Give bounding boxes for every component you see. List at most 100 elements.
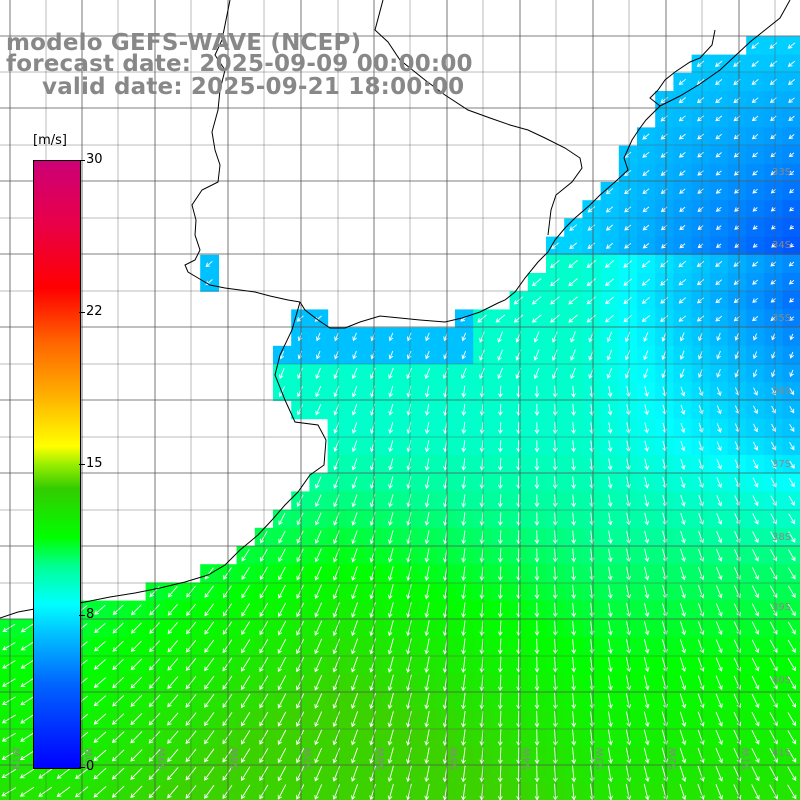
wind-arrow [369, 566, 376, 582]
wind-arrow [112, 695, 125, 707]
wind-arrow [111, 713, 125, 725]
wind-arrow [607, 657, 613, 673]
wind-arrow [586, 296, 596, 305]
wind-arrow [697, 693, 705, 709]
wind-arrow [607, 476, 613, 489]
wind-arrow [715, 693, 723, 709]
wind-arrow [314, 548, 322, 563]
wind-arrow [314, 729, 323, 746]
wind-arrow [788, 495, 795, 506]
wind-arrow [334, 350, 339, 360]
wind-arrow [789, 188, 794, 194]
wind-arrow [698, 386, 704, 397]
colorbar-tick-mark [79, 767, 85, 768]
wind-arrow [734, 351, 740, 360]
wind-arrow [351, 711, 359, 728]
wind-arrow [222, 603, 232, 617]
wind-arrow [679, 765, 687, 782]
wind-arrow [332, 638, 341, 655]
wind-arrow [568, 259, 578, 269]
wind-arrow [534, 620, 540, 636]
wind-arrow [697, 657, 705, 672]
wind-arrow [130, 604, 142, 616]
wind-arrow [697, 603, 705, 617]
wind-arrow [715, 675, 723, 691]
wind-arrow [751, 693, 760, 709]
wind-arrow [751, 261, 759, 267]
wind-arrow [351, 494, 358, 508]
wind-arrow [606, 368, 613, 379]
wind-arrow [644, 512, 650, 526]
wind-arrow [680, 404, 686, 415]
wind-arrow [552, 765, 558, 783]
wind-arrow [569, 242, 577, 250]
wind-arrow [425, 350, 430, 360]
wind-arrow [332, 566, 340, 581]
wind-arrow [406, 674, 412, 692]
wind-arrow [751, 784, 760, 800]
wind-arrow [533, 367, 540, 380]
wind-arrow [130, 749, 143, 762]
wind-arrow [607, 404, 613, 416]
colorbar-tick-mark [79, 311, 85, 313]
wind-arrow [715, 78, 723, 86]
wind-arrow [769, 603, 778, 617]
wind-arrow [787, 766, 797, 782]
wind-arrow [277, 766, 287, 782]
wind-arrow [461, 584, 467, 600]
wind-arrow [696, 260, 705, 268]
wind-arrow [679, 332, 685, 342]
wind-arrow [571, 747, 577, 765]
wind-arrow [787, 730, 797, 745]
wind-arrow [607, 440, 613, 453]
wind-arrow [20, 641, 34, 651]
wind-arrow [534, 512, 540, 526]
wind-arrow [38, 786, 53, 797]
wind-arrow [678, 279, 687, 286]
latitude-label: 41S [772, 748, 791, 759]
wind-arrow [752, 441, 759, 451]
wind-arrow [461, 530, 467, 545]
wind-arrow [589, 639, 595, 654]
latitude-label: 39S [772, 602, 791, 613]
wind-arrow [351, 765, 359, 782]
wind-arrow [204, 748, 215, 763]
wind-arrow [715, 603, 723, 617]
wind-arrow [222, 730, 233, 745]
wind-arrow [607, 747, 613, 764]
wind-arrow [297, 367, 303, 380]
wind-arrow [461, 512, 467, 526]
wind-arrow [789, 387, 795, 396]
wind-arrow [715, 97, 723, 104]
wind-arrow [387, 711, 394, 728]
wind-arrow [697, 225, 704, 231]
wind-arrow [643, 765, 650, 783]
wind-arrow [769, 60, 777, 67]
wind-arrow [387, 674, 394, 692]
wind-arrow [751, 585, 760, 599]
wind-arrow [643, 711, 650, 728]
wind-speed-cell [782, 509, 800, 529]
wind-arrow [698, 350, 703, 360]
wind-arrow [552, 566, 558, 581]
wind-arrow [679, 639, 687, 654]
wind-arrow [789, 441, 795, 451]
wind-arrow [715, 639, 723, 654]
wind-arrow [497, 476, 503, 490]
wind-arrow [277, 620, 287, 636]
wind-arrow [424, 548, 430, 563]
wind-arrow [167, 622, 178, 635]
wind-arrow [787, 784, 797, 800]
wind-arrow [222, 621, 233, 635]
colorbar [33, 160, 81, 769]
wind-arrow [569, 224, 577, 231]
wind-arrow [315, 404, 322, 416]
wind-arrow [751, 621, 760, 635]
wind-speed-cell [782, 473, 800, 492]
wind-arrow [787, 712, 796, 727]
wind-arrow [606, 331, 613, 343]
wind-arrow [332, 693, 341, 709]
wind-arrow [204, 675, 215, 690]
wind-arrow [387, 692, 394, 710]
wind-arrow [479, 494, 485, 508]
